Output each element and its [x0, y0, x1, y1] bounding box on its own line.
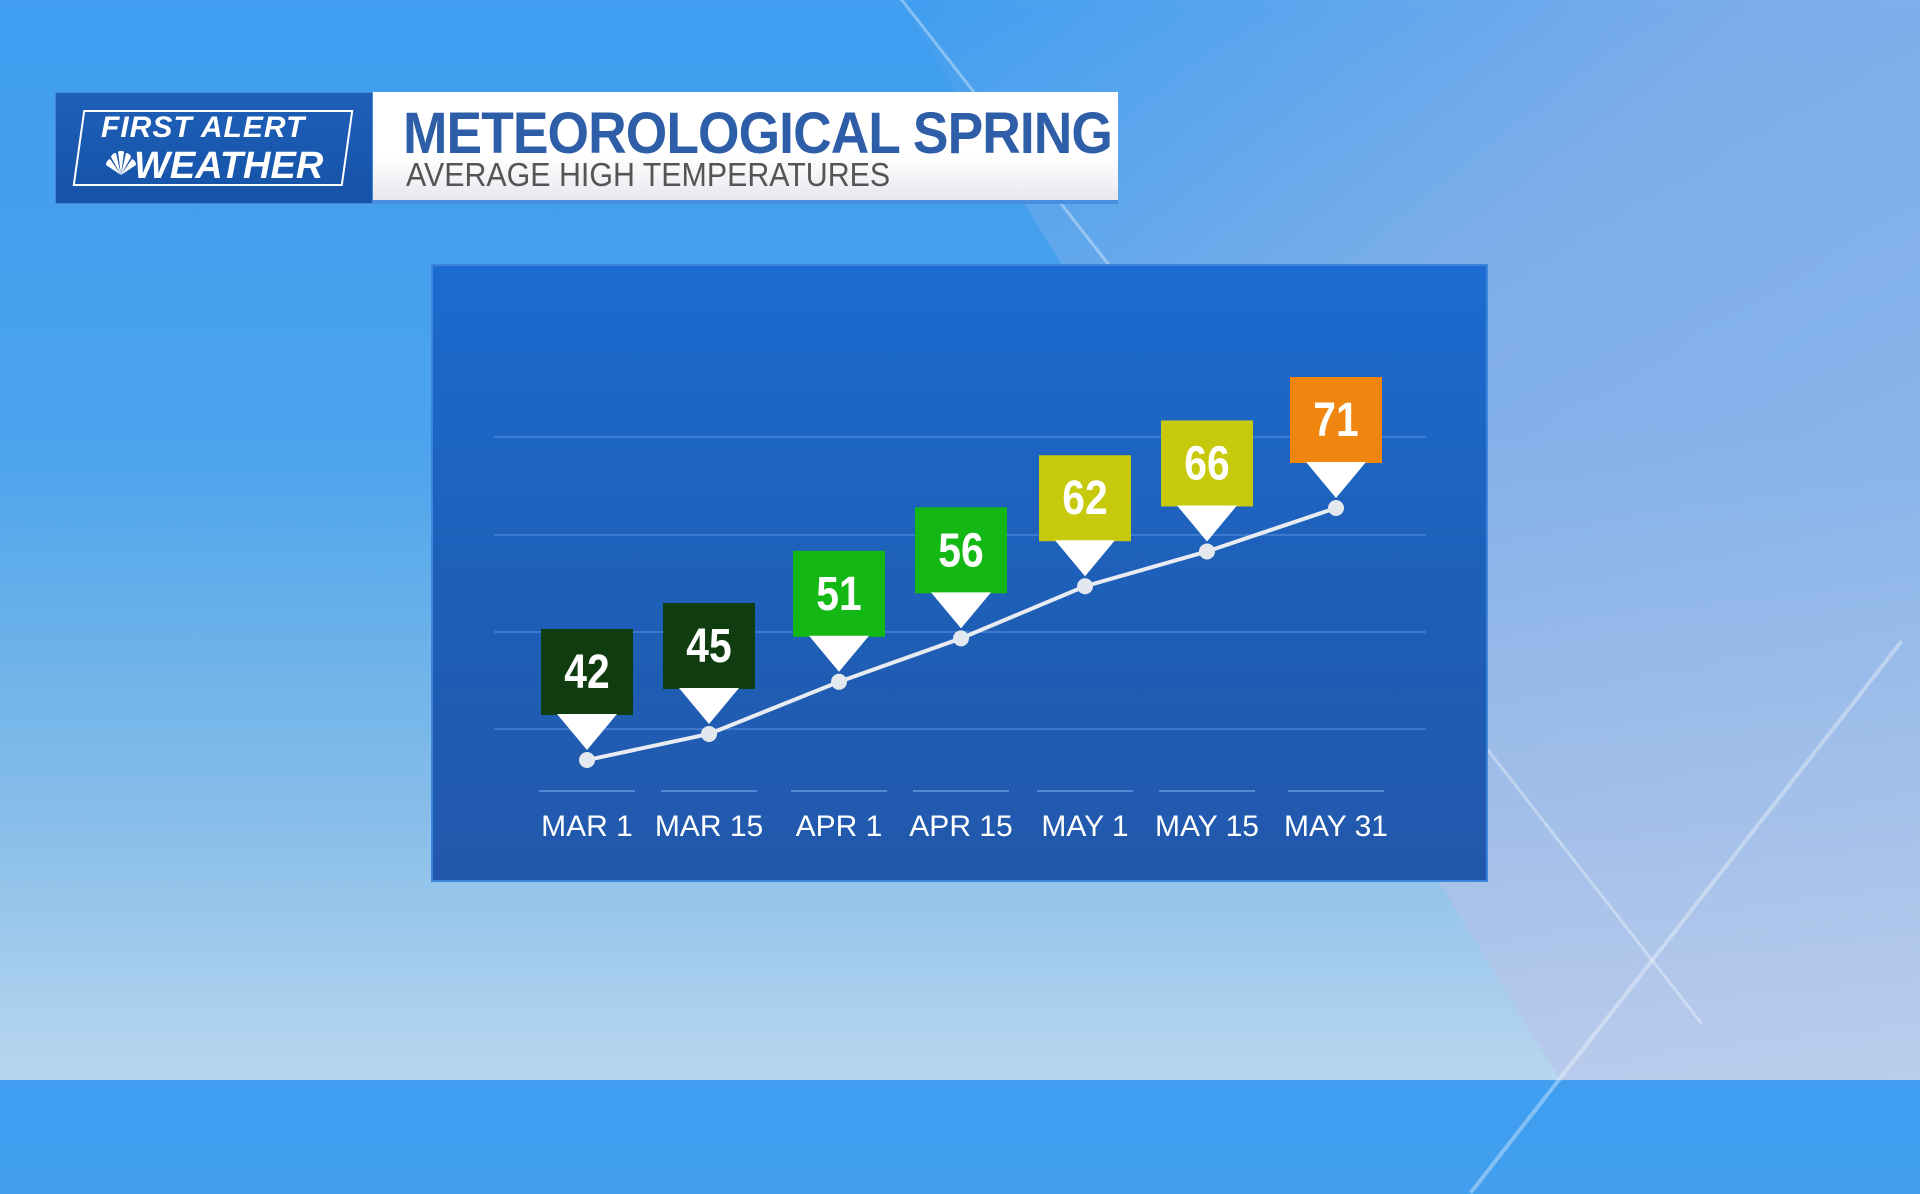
data-point: [1328, 500, 1344, 517]
value-box: [1161, 420, 1253, 507]
value-box: [915, 507, 1007, 594]
x-tick-label: MAY 31: [1284, 810, 1388, 843]
value-text: 45: [686, 620, 731, 673]
x-tick-label: APR 1: [796, 810, 883, 843]
data-point: [831, 673, 847, 690]
value-text: 66: [1184, 437, 1229, 490]
value-text: 71: [1313, 394, 1358, 447]
value-box: [793, 550, 885, 637]
data-label: 71: [1290, 377, 1382, 499]
data-point: [1199, 543, 1215, 560]
pointer-triangle: [931, 592, 991, 629]
value-box: [1290, 377, 1382, 464]
value-box: [541, 629, 633, 716]
logo-line2: WEATHER: [134, 145, 324, 187]
pointer-triangle: [557, 714, 617, 751]
value-text: 62: [1062, 472, 1107, 525]
x-tick-label: MAR 15: [655, 810, 763, 843]
data-label: 66: [1161, 420, 1253, 542]
value-box: [663, 602, 755, 689]
title-box: METEOROLOGICAL SPRING AVERAGE HIGH TEMPE…: [373, 92, 1118, 204]
data-point: [1077, 578, 1093, 595]
x-tick-label: MAY 15: [1155, 810, 1259, 843]
data-label: 51: [793, 550, 885, 672]
pointer-triangle: [1306, 462, 1366, 499]
page-title: METEOROLOGICAL SPRING: [403, 101, 1113, 166]
data-label: 42: [541, 629, 633, 751]
data-point: [701, 725, 717, 742]
pointer-triangle: [809, 635, 869, 672]
value-box: [1039, 455, 1131, 542]
x-tick-label: APR 15: [909, 810, 1012, 843]
pointer-triangle: [1055, 540, 1115, 577]
pointer-triangle: [1177, 505, 1237, 542]
data-label: 45: [663, 602, 755, 724]
temperature-chart: 42 MAR 1 45 MAR 15 51 APR 1 56 APR 15 62 MAY 1 66 M…: [494, 377, 1426, 843]
data-point: [579, 752, 595, 769]
data-label: 56: [915, 507, 1007, 629]
peacock-icon: [105, 151, 137, 175]
page-subtitle: AVERAGE HIGH TEMPERATURES: [406, 156, 891, 193]
pointer-triangle: [679, 687, 739, 724]
value-text: 56: [938, 524, 983, 577]
x-tick-label: MAR 1: [541, 810, 633, 843]
value-text: 42: [564, 646, 609, 699]
logo-line1: FIRST ALERT: [101, 111, 306, 144]
first-alert-weather-logo: FIRST ALERT WEATHER: [55, 92, 373, 204]
x-tick-label: MAY 1: [1041, 810, 1128, 843]
value-text: 51: [816, 568, 861, 621]
data-point: [953, 630, 969, 647]
data-label: 62: [1039, 455, 1131, 577]
